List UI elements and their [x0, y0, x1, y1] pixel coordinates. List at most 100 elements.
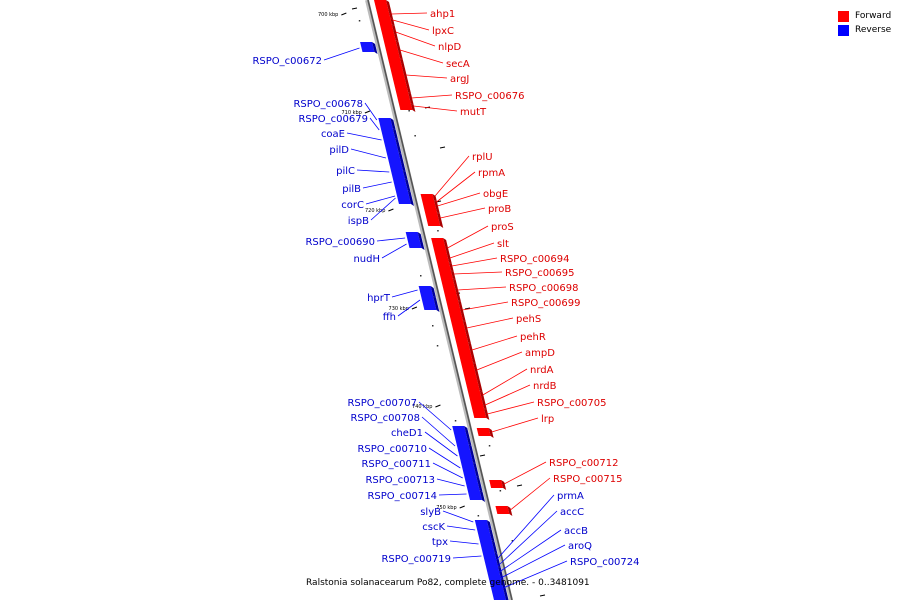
reverse-leader-line: [496, 494, 555, 561]
reverse-gene-label[interactable]: RSPO_c00672: [252, 56, 322, 67]
forward-gene-label[interactable]: slt: [497, 239, 509, 250]
kbp-label: 750 kbp: [436, 505, 456, 511]
forward-gene-label[interactable]: pehS: [516, 314, 541, 325]
reverse-gene-label[interactable]: RSPO_c00678: [293, 99, 363, 110]
kbp-label: 730 kbp: [389, 306, 409, 312]
kbp-label: 720 kbp: [365, 208, 385, 214]
forward-gene-label[interactable]: RSPO_c00699: [511, 298, 581, 309]
reverse-gene-label[interactable]: RSPO_c00708: [350, 413, 420, 424]
forward-leader-line: [405, 74, 448, 79]
reverse-gene-label[interactable]: prmA: [557, 491, 584, 502]
reverse-gene-label[interactable]: tpx: [432, 537, 448, 548]
forward-gene-label[interactable]: lpxC: [432, 26, 454, 37]
reverse-gene-label[interactable]: pilB: [342, 184, 361, 195]
forward-gene-block: [460, 362, 483, 392]
forward-gene-block: [422, 200, 440, 214]
reverse-gene-label[interactable]: RSPO_c00707: [347, 398, 417, 409]
reverse-gene-label[interactable]: RSPO_c00724: [570, 557, 640, 568]
scale-dot: [477, 515, 480, 517]
forward-gene-label[interactable]: lrp: [541, 414, 554, 425]
forward-gene-label[interactable]: RSPO_c00676: [455, 91, 525, 102]
forward-leader-line: [392, 19, 430, 31]
forward-gene-block: [398, 103, 416, 112]
forward-gene-label[interactable]: mutT: [460, 107, 487, 118]
reverse-gene-label[interactable]: coaE: [321, 129, 345, 140]
forward-gene-label[interactable]: proB: [488, 204, 511, 215]
kbp-label: 740 kbp: [412, 404, 432, 410]
forward-leader-line: [437, 192, 481, 207]
reverse-leader-line: [397, 299, 421, 317]
reverse-gene-label[interactable]: RSPO_c00690: [305, 237, 375, 248]
reverse-gene-label[interactable]: ispB: [348, 216, 369, 227]
forward-swatch: [838, 10, 849, 22]
reverse-gene-label[interactable]: corC: [341, 200, 364, 211]
forward-gene-label[interactable]: secA: [446, 59, 470, 70]
reverse-gene-block: [485, 566, 504, 580]
forward-leader-line: [457, 286, 507, 291]
forward-gene-label[interactable]: nrdA: [530, 365, 554, 376]
reverse-gene-label[interactable]: nudH: [353, 254, 380, 265]
reverse-gene-label[interactable]: RSPO_c00714: [367, 491, 437, 502]
reverse-gene-label[interactable]: aroQ: [568, 541, 592, 552]
reverse-leader-line: [446, 525, 476, 531]
reverse-gene-label[interactable]: RSPO_c00719: [381, 554, 451, 565]
forward-leader-line: [411, 94, 453, 99]
reverse-gene-block: [460, 462, 480, 478]
forward-gene-label[interactable]: proS: [491, 222, 514, 233]
reverse-leader-line: [381, 243, 407, 259]
forward-gene-label[interactable]: nlpD: [438, 42, 461, 53]
reverse-gene-label[interactable]: RSPO_c00679: [298, 114, 368, 125]
forward-gene-label[interactable]: nrdB: [533, 381, 557, 392]
kbp-tick: [411, 306, 418, 310]
reverse-gene-label[interactable]: cscK: [422, 522, 445, 533]
reverse-gene-label[interactable]: ffh: [383, 312, 396, 323]
forward-gene-block: [420, 194, 437, 202]
forward-gene-label[interactable]: ampD: [525, 348, 555, 359]
reverse-leader-line: [346, 132, 382, 141]
reverse-gene-block: [479, 540, 498, 554]
forward-gene-label[interactable]: argJ: [450, 74, 469, 85]
forward-leader-line: [395, 31, 436, 47]
forward-leader-line: [391, 12, 428, 15]
reverse-gene-block: [467, 490, 485, 502]
reverse-gene-label[interactable]: pilC: [336, 166, 355, 177]
reverse-gene-label[interactable]: cheD1: [391, 428, 423, 439]
scale-dot: [437, 230, 439, 232]
forward-gene-label[interactable]: rpmA: [478, 168, 505, 179]
reverse-gene-label[interactable]: RSPO_c00711: [361, 459, 431, 470]
reverse-gene-block: [421, 296, 440, 312]
forward-gene-block: [387, 58, 412, 94]
reverse-gene-label[interactable]: slyB: [420, 507, 441, 518]
forward-gene-label[interactable]: pehR: [520, 332, 546, 343]
genome-axis-shadow: [365, 0, 513, 600]
forward-gene-block: [431, 238, 452, 264]
forward-gene-label[interactable]: RSPO_c00715: [553, 474, 623, 485]
forward-gene-label[interactable]: ahp1: [430, 9, 455, 20]
reverse-gene-label[interactable]: RSPO_c00710: [357, 444, 427, 455]
scale-dot: [358, 20, 361, 22]
reverse-leader-line: [365, 195, 396, 205]
forward-gene-label[interactable]: RSPO_c00712: [549, 458, 619, 469]
reverse-gene-label[interactable]: accC: [560, 507, 584, 518]
reverse-gene-block: [380, 128, 399, 140]
forward-gene-block: [467, 390, 487, 410]
forward-gene-block: [456, 342, 476, 364]
forward-gene-block: [374, 0, 394, 20]
tick-dash: [539, 594, 546, 597]
forward-gene-label[interactable]: rplU: [472, 152, 493, 163]
reverse-gene-label[interactable]: pilD: [329, 145, 349, 156]
reverse-gene-label[interactable]: hprT: [367, 293, 391, 304]
forward-gene-label[interactable]: RSPO_c00705: [537, 398, 607, 409]
forward-leader-line: [462, 301, 509, 311]
forward-leader-line: [413, 105, 458, 112]
forward-gene-label[interactable]: obgE: [483, 189, 508, 200]
forward-gene-label[interactable]: RSPO_c00694: [500, 254, 570, 265]
reverse-leader-line: [442, 510, 474, 523]
reverse-gene-block: [418, 286, 437, 298]
reverse-gene-label[interactable]: RSPO_c00713: [365, 475, 435, 486]
reverse-leader-line: [391, 289, 418, 298]
reverse-swatch: [838, 24, 849, 36]
forward-gene-label[interactable]: RSPO_c00695: [505, 268, 575, 279]
reverse-gene-label[interactable]: accB: [564, 526, 588, 537]
forward-gene-label[interactable]: RSPO_c00698: [509, 283, 579, 294]
